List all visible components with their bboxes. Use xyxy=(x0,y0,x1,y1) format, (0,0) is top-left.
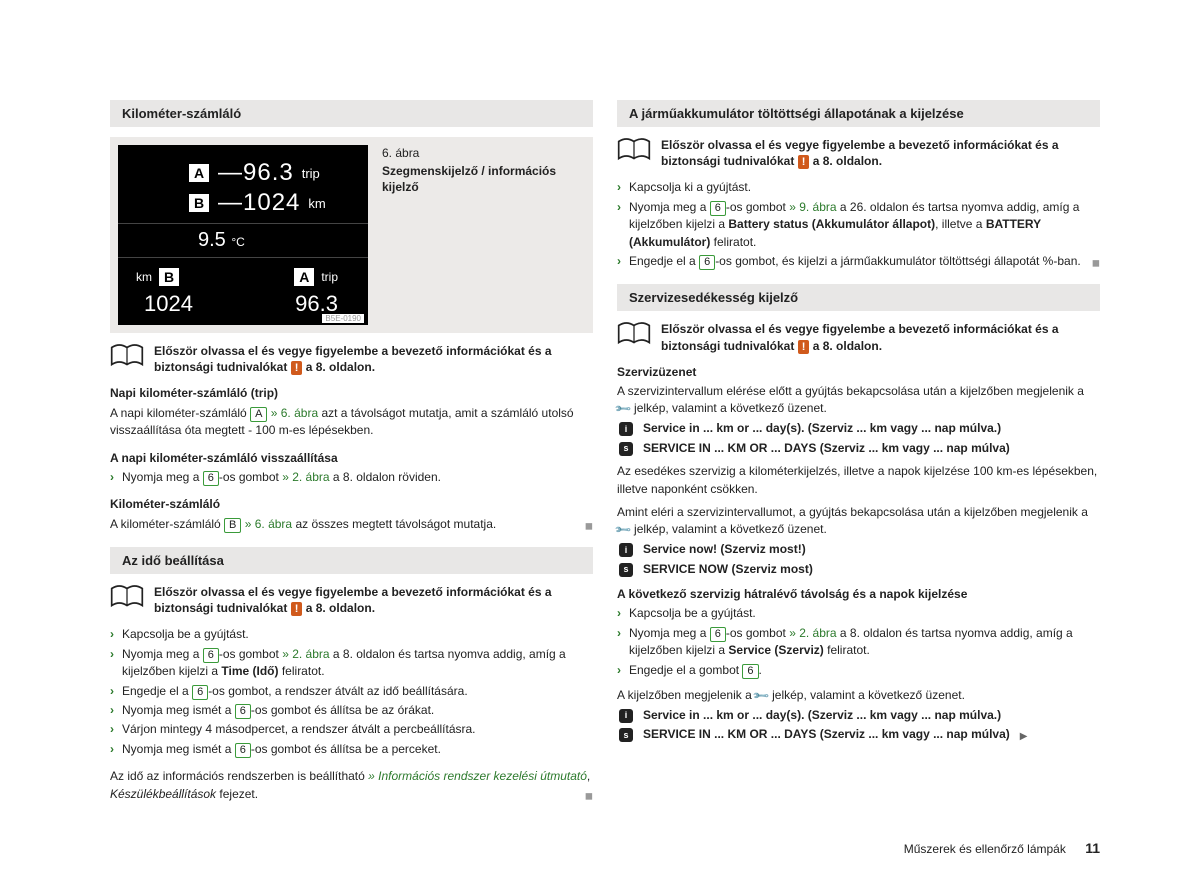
subhead-trip: Napi kilométer-számláló (trip) xyxy=(110,385,593,402)
book-icon xyxy=(110,584,144,610)
service-p2: Az esedékes szervizig a kilométerkijelzé… xyxy=(617,463,1100,498)
section-odometer-header: Kilométer-számláló xyxy=(110,100,593,127)
bullet-reset: Nyomja meg a 6-os gombot » 2. ábra a 8. … xyxy=(110,469,593,486)
read-first-note-4: Először olvassa el és vegye figyelembe a… xyxy=(617,321,1100,353)
subhead-odo: Kilométer-számláló xyxy=(110,496,593,513)
bullet-batt-2: Nyomja meg a 6-os gombot » 9. ábra a 26.… xyxy=(617,199,1100,251)
book-icon xyxy=(110,343,144,369)
segment-icon: s xyxy=(619,442,633,456)
right-column: A járműakkumulátor töltöttségi állapotán… xyxy=(617,100,1100,805)
bullet-srv-1: Kapcsolja be a gyújtást. xyxy=(617,605,1100,622)
info-icon: i xyxy=(619,709,633,723)
subhead-trip-reset: A napi kilométer-számláló visszaállítása xyxy=(110,450,593,467)
service-p1: A szervizintervallum elérése előtt a gyú… xyxy=(617,383,1100,418)
section-service-header: Szervizesedékesség kijelző xyxy=(617,284,1100,311)
odo-description: A kilométer-számláló B » 6. ábra az össz… xyxy=(110,516,593,533)
subhead-service-msg: Szervizüzenet xyxy=(617,364,1100,381)
bullet-batt-1: Kapcsolja ki a gyújtást. xyxy=(617,179,1100,196)
book-icon xyxy=(617,137,651,163)
book-icon xyxy=(617,321,651,347)
display-line-i2: i Service now! (Szerviz most!) xyxy=(617,541,1100,558)
bullet-srv-3: Engedje el a gombot 6. xyxy=(617,662,1100,679)
read-first-note: Először olvassa el és vegye figyelembe a… xyxy=(110,343,593,375)
bullet-srv-2: Nyomja meg a 6-os gombot » 2. ábra a 8. … xyxy=(617,625,1100,660)
bullet-time-3: Engedje el a 6-os gombot, a rendszer átv… xyxy=(110,683,593,700)
page-footer: Műszerek és ellenőrző lámpák 11 xyxy=(904,840,1100,856)
segment-icon: s xyxy=(619,728,633,742)
bullet-time-1: Kapcsolja be a gyújtást. xyxy=(110,626,593,643)
service-p3: Amint eléri a szervizintervallumot, a gy… xyxy=(617,504,1100,539)
bullet-time-2: Nyomja meg a 6-os gombot » 2. ábra a 8. … xyxy=(110,646,593,681)
read-first-note-3: Először olvassa el és vegye figyelembe a… xyxy=(617,137,1100,169)
display-line-i3: i Service in ... km or ... day(s). (Szer… xyxy=(617,707,1100,724)
segment-icon: s xyxy=(619,563,633,577)
bullet-time-4: Nyomja meg ismét a 6-os gombot és állíts… xyxy=(110,702,593,719)
subhead-next-service: A következő szervizig hátralévő távolság… xyxy=(617,586,1100,603)
time-info-paragraph: Az idő az információs rendszerben is beá… xyxy=(110,768,593,803)
info-icon: i xyxy=(619,422,633,436)
read-first-note-2: Először olvassa el és vegye figyelembe a… xyxy=(110,584,593,616)
bullet-time-6: Nyomja meg ismét a 6-os gombot és állíts… xyxy=(110,741,593,758)
bullet-batt-3: Engedje el a 6-os gombot, és kijelzi a j… xyxy=(617,253,1100,270)
display-line-s3: s SERVICE IN ... KM OR ... DAYS (Szerviz… xyxy=(617,726,1100,745)
trip-description: A napi kilométer-számláló A » 6. ábra az… xyxy=(110,405,593,440)
left-column: Kilométer-számláló A —96.3 trip B —1024 … xyxy=(110,100,593,805)
bullet-time-5: Várjon mintegy 4 másodpercet, a rendszer… xyxy=(110,721,593,738)
display-line-i1: i Service in ... km or ... day(s). (Szer… xyxy=(617,420,1100,437)
figure-6: A —96.3 trip B —1024 km 9.5 °C km B xyxy=(110,137,593,333)
service-p4: A kijelzőben megjelenik a 🔧 jelkép, vala… xyxy=(617,687,1100,705)
figure-display: A —96.3 trip B —1024 km 9.5 °C km B xyxy=(118,145,368,325)
section-time-header: Az idő beállítása xyxy=(110,547,593,574)
display-line-s1: s SERVICE IN ... KM OR ... DAYS (Szerviz… xyxy=(617,440,1100,457)
figure-caption: 6. ábra Szegmenskijelző / információs ki… xyxy=(382,145,585,325)
section-battery-header: A járműakkumulátor töltöttségi állapotán… xyxy=(617,100,1100,127)
info-icon: i xyxy=(619,543,633,557)
display-line-s2: s SERVICE NOW (Szerviz most) xyxy=(617,561,1100,578)
